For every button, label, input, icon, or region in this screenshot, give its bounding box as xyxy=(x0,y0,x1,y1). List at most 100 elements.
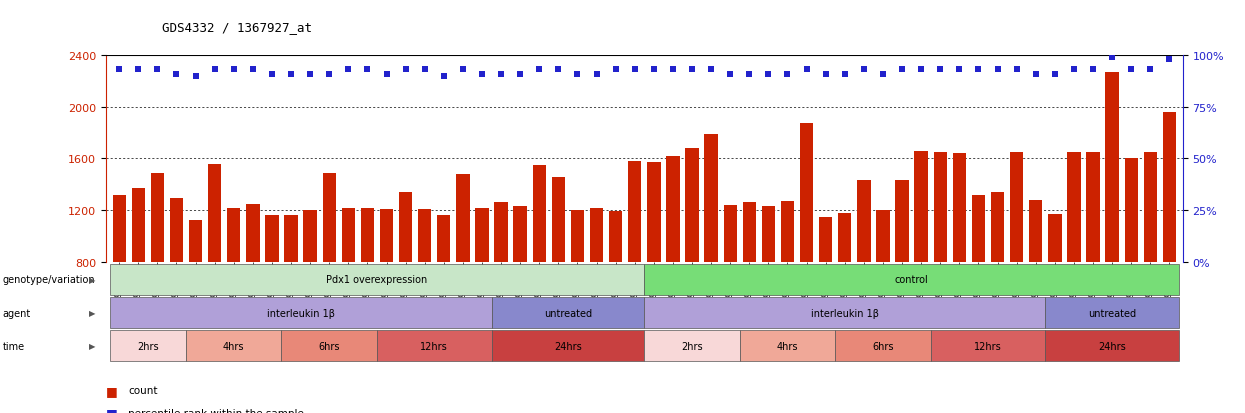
Bar xyxy=(169,199,183,262)
Bar xyxy=(1030,200,1042,262)
Bar xyxy=(915,151,928,262)
Bar xyxy=(1106,73,1119,262)
Point xyxy=(472,71,492,78)
Point xyxy=(204,67,224,74)
Bar xyxy=(972,195,985,262)
Point xyxy=(1026,71,1046,78)
Point xyxy=(815,71,835,78)
Point xyxy=(625,67,645,74)
Bar xyxy=(952,154,966,262)
Bar xyxy=(570,211,584,262)
Point xyxy=(758,71,778,78)
Text: 24hrs: 24hrs xyxy=(1098,341,1125,351)
Bar xyxy=(513,207,527,262)
Bar xyxy=(1144,152,1157,262)
Point xyxy=(167,71,187,78)
Point xyxy=(586,71,606,78)
Bar xyxy=(494,203,508,262)
Point xyxy=(433,73,453,80)
Bar xyxy=(380,209,393,262)
Point xyxy=(376,71,396,78)
Bar xyxy=(1048,214,1062,262)
Point xyxy=(128,67,148,74)
Bar xyxy=(819,217,833,262)
Bar xyxy=(533,166,547,262)
Bar xyxy=(284,216,298,262)
Point xyxy=(873,71,893,78)
Text: ▶: ▶ xyxy=(90,275,96,284)
Bar xyxy=(666,157,680,262)
Bar xyxy=(876,211,890,262)
Point xyxy=(854,67,874,74)
Bar xyxy=(934,152,947,262)
Point xyxy=(1045,71,1064,78)
Point xyxy=(835,71,855,78)
Bar xyxy=(705,135,718,262)
Bar xyxy=(723,206,737,262)
Text: interleukin 1β: interleukin 1β xyxy=(266,308,335,318)
Point xyxy=(243,67,263,74)
Bar xyxy=(304,211,316,262)
Bar xyxy=(799,124,813,262)
Bar xyxy=(418,209,431,262)
Text: 12hrs: 12hrs xyxy=(421,341,448,351)
Text: GDS4332 / 1367927_at: GDS4332 / 1367927_at xyxy=(162,21,311,34)
Bar xyxy=(227,208,240,262)
Point xyxy=(339,67,359,74)
Bar xyxy=(838,213,852,262)
Text: 12hrs: 12hrs xyxy=(974,341,1002,351)
Point xyxy=(778,71,798,78)
Text: ▶: ▶ xyxy=(90,342,96,350)
Text: ■: ■ xyxy=(106,406,117,413)
Text: genotype/variation: genotype/variation xyxy=(2,275,95,285)
Bar xyxy=(685,149,698,262)
Bar xyxy=(781,202,794,262)
Bar xyxy=(112,195,126,262)
Point xyxy=(911,67,931,74)
Bar xyxy=(456,174,469,262)
Point xyxy=(682,67,702,74)
Text: 6hrs: 6hrs xyxy=(319,341,340,351)
Point xyxy=(893,67,913,74)
Bar xyxy=(265,216,279,262)
Text: 2hrs: 2hrs xyxy=(681,341,703,351)
Bar xyxy=(1087,152,1099,262)
Point xyxy=(797,67,817,74)
Point xyxy=(1122,67,1142,74)
Point xyxy=(721,71,741,78)
Point xyxy=(1007,67,1027,74)
Point xyxy=(396,67,416,74)
Point xyxy=(605,67,625,74)
Point xyxy=(529,67,549,74)
Text: ▶: ▶ xyxy=(90,309,96,317)
Bar xyxy=(552,177,565,262)
Text: percentile rank within the sample: percentile rank within the sample xyxy=(128,408,304,413)
Point xyxy=(568,71,588,78)
Point xyxy=(186,73,205,80)
Point xyxy=(224,67,244,74)
Text: time: time xyxy=(2,341,25,351)
Bar xyxy=(609,212,622,262)
Bar xyxy=(991,192,1005,262)
Bar xyxy=(895,181,909,262)
Bar xyxy=(590,208,604,262)
Bar xyxy=(476,208,489,262)
Point xyxy=(453,67,473,74)
Point xyxy=(415,67,435,74)
Text: agent: agent xyxy=(2,308,31,318)
Text: 24hrs: 24hrs xyxy=(554,341,581,351)
Bar xyxy=(189,221,202,262)
Bar xyxy=(151,173,164,262)
Bar xyxy=(437,216,451,262)
Bar xyxy=(742,203,756,262)
Point xyxy=(300,71,320,78)
Text: interleukin 1β: interleukin 1β xyxy=(810,308,879,318)
Point xyxy=(950,67,970,74)
Point xyxy=(740,71,759,78)
Point xyxy=(147,67,167,74)
Bar xyxy=(1124,159,1138,262)
Bar xyxy=(647,163,661,262)
Text: ■: ■ xyxy=(106,384,117,397)
Bar xyxy=(627,161,641,262)
Point xyxy=(491,71,510,78)
